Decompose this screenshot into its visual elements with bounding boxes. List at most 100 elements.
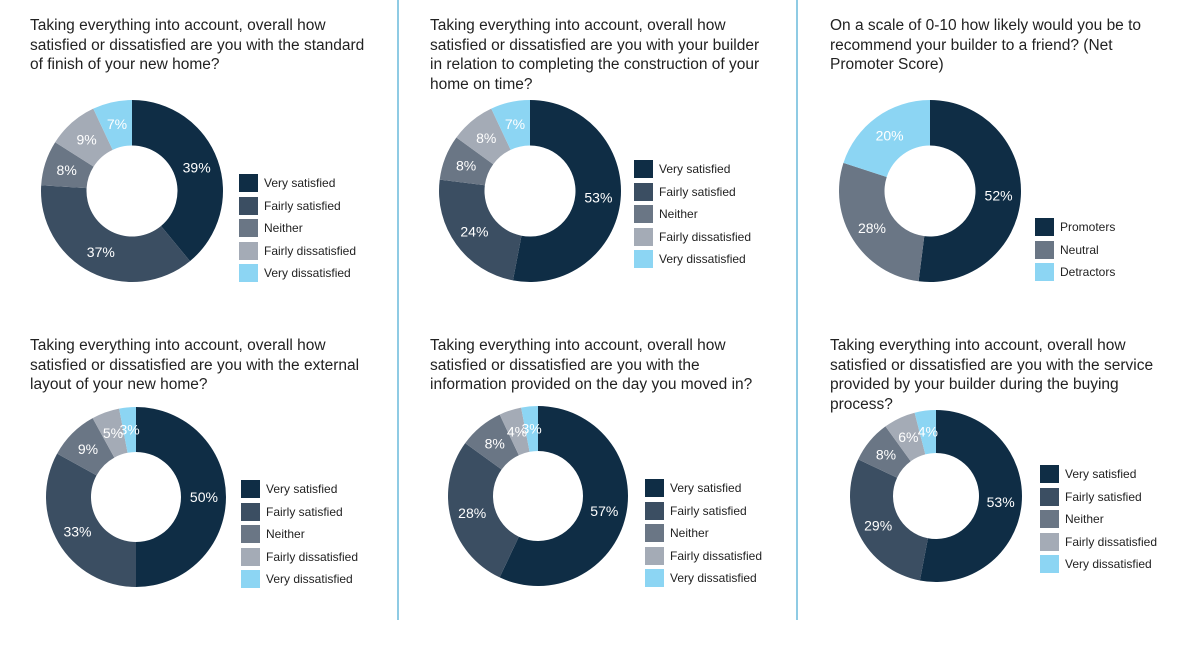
legend-swatch bbox=[239, 241, 258, 260]
slice-label-fairly-dissatisfied: 4% bbox=[507, 423, 527, 439]
legend-swatch bbox=[1040, 510, 1059, 529]
legend-item-neutral: Neutral bbox=[1035, 240, 1115, 259]
legend-label: Fairly satisfied bbox=[1065, 489, 1142, 504]
slice-label-very-dissatisfied: 3% bbox=[119, 421, 139, 437]
slice-fairly-dissatisfied bbox=[55, 108, 113, 167]
slice-label-very-satisfied: 53% bbox=[584, 189, 612, 205]
legend-item-fairly-satisfied: Fairly satisfied bbox=[645, 501, 762, 520]
slice-fairly-dissatisfied bbox=[885, 412, 926, 462]
legend-swatch bbox=[1040, 465, 1059, 483]
slice-very-dissatisfied bbox=[93, 100, 132, 150]
chart-legend: Very satisfied Fairly satisfied Neither Fai… bbox=[239, 174, 356, 287]
legend-item-fairly-satisfied: Fairly satisfied bbox=[634, 182, 751, 201]
slice-very-satisfied bbox=[512, 100, 621, 282]
legend-item-fairly-dissatisfied: Fairly dissatisfied bbox=[1040, 532, 1157, 551]
slice-detractors bbox=[843, 100, 930, 177]
legend-swatch bbox=[241, 525, 260, 544]
legend-swatch bbox=[239, 174, 258, 192]
chart-question: Taking everything into account, overall … bbox=[30, 337, 360, 394]
legend-label: Fairly dissatisfied bbox=[266, 549, 359, 564]
legend-item-very-satisfied: Very satisfied bbox=[1040, 465, 1157, 483]
chart-question: Taking everything into account, overall … bbox=[830, 337, 1154, 413]
legend-swatch bbox=[645, 524, 664, 543]
legend-swatch bbox=[241, 547, 260, 566]
chart-legend: Very satisfied Fairly satisfied Neither Fai… bbox=[1040, 465, 1157, 578]
donut-chart: 53% 24% 8%8% 7% bbox=[439, 100, 621, 282]
slice-fairly-satisfied bbox=[41, 185, 191, 282]
column-divider-right bbox=[796, 0, 798, 620]
legend-label: Neither bbox=[264, 221, 303, 236]
slice-very-dissatisfied bbox=[914, 410, 936, 455]
legend-item-neither: Neither bbox=[645, 524, 762, 543]
chart-panel-nps: On a scale of 0-10 how likely would you … bbox=[830, 16, 1200, 326]
slice-fairly-satisfied bbox=[439, 179, 522, 281]
slice-fairly-satisfied bbox=[850, 459, 928, 581]
chart-legend: Very satisfied Fairly satisfied Neither Fai… bbox=[634, 160, 751, 273]
legend-label: Detractors bbox=[1060, 265, 1116, 280]
legend-label: Very satisfied bbox=[266, 482, 338, 496]
legend-label: Fairly satisfied bbox=[264, 198, 341, 213]
legend-label: Fairly satisfied bbox=[266, 504, 343, 519]
legend-swatch bbox=[239, 196, 258, 215]
donut-chart: 50% 33% 9% 5%3% bbox=[46, 407, 226, 587]
legend-swatch bbox=[645, 569, 664, 588]
legend-label: Fairly dissatisfied bbox=[659, 229, 752, 244]
slice-label-very-dissatisfied: 3% bbox=[521, 420, 541, 436]
slice-label-neither: 8% bbox=[485, 436, 505, 452]
chart-question: Taking everything into account, overall … bbox=[430, 17, 760, 93]
legend-swatch bbox=[1040, 532, 1059, 551]
legend-label: Neither bbox=[266, 527, 305, 542]
legend-item-fairly-satisfied: Fairly satisfied bbox=[1040, 487, 1157, 506]
slice-fairly-dissatisfied bbox=[499, 407, 530, 456]
slice-label-neither: 8% bbox=[876, 447, 896, 463]
legend-swatch bbox=[1035, 240, 1054, 259]
slice-label-fairly-dissatisfied: 9% bbox=[76, 131, 96, 147]
slice-label-very-dissatisfied: 7% bbox=[107, 116, 127, 132]
slice-label-very-satisfied: 50% bbox=[190, 489, 218, 505]
donut-chart: 53% 29% 8%6% 4% bbox=[850, 410, 1022, 582]
legend-item-very-dissatisfied: Very dissatisfied bbox=[1040, 555, 1157, 574]
legend-label: Fairly dissatisfied bbox=[670, 548, 763, 563]
legend-label: Very satisfied bbox=[670, 481, 742, 495]
legend-item-fairly-dissatisfied: Fairly dissatisfied bbox=[239, 241, 357, 260]
legend-swatch bbox=[241, 570, 260, 589]
donut-chart: 39% 37% 8% 9% 7% bbox=[41, 100, 223, 282]
legend-swatch bbox=[241, 502, 260, 521]
donut-chart: 52% 28% 20% bbox=[839, 100, 1021, 282]
legend-item-neither: Neither bbox=[239, 219, 356, 238]
legend-label: Fairly dissatisfied bbox=[264, 243, 357, 258]
legend-label: Promoters bbox=[1060, 220, 1116, 234]
slice-very-dissatisfied bbox=[521, 406, 538, 452]
slice-label-fairly-dissatisfied: 5% bbox=[103, 425, 123, 441]
slice-label-fairly-satisfied: 29% bbox=[864, 517, 892, 533]
chart-panel-on-time: Taking everything into account, overall … bbox=[430, 16, 810, 326]
slice-label-neither: 8% bbox=[456, 158, 476, 174]
legend-label: Neither bbox=[1065, 512, 1104, 527]
chart-legend: Very satisfied Fairly satisfied Neither Fai… bbox=[645, 479, 762, 592]
legend-label: Neither bbox=[659, 207, 698, 222]
legend-item-fairly-dissatisfied: Fairly dissatisfied bbox=[634, 227, 752, 246]
slice-neither bbox=[465, 414, 519, 470]
legend-item-very-dissatisfied: Very dissatisfied bbox=[241, 570, 358, 589]
slice-fairly-dissatisfied bbox=[456, 108, 511, 165]
slice-neutral bbox=[839, 162, 925, 282]
legend-label: Very dissatisfied bbox=[1065, 557, 1152, 572]
legend-label: Very satisfied bbox=[659, 162, 731, 176]
legend-item-detractors: Detractors bbox=[1035, 263, 1116, 282]
legend-swatch bbox=[1035, 218, 1054, 236]
chart-legend: Promoters Neutral Detractors bbox=[1035, 218, 1115, 286]
slice-label-neither: 8% bbox=[57, 162, 77, 178]
legend-label: Fairly satisfied bbox=[659, 184, 736, 199]
legend-swatch bbox=[634, 205, 653, 224]
slice-fairly-satisfied bbox=[46, 453, 136, 587]
slice-neither bbox=[57, 418, 115, 476]
chart-panel-finish: Taking everything into account, overall … bbox=[30, 16, 410, 326]
chart-question: Taking everything into account, overall … bbox=[430, 337, 753, 394]
legend-swatch bbox=[239, 219, 258, 238]
legend-item-very-satisfied: Very satisfied bbox=[645, 479, 762, 497]
slice-neither bbox=[858, 426, 911, 478]
legend-swatch bbox=[241, 480, 260, 498]
legend-item-neither: Neither bbox=[241, 525, 358, 544]
legend-label: Very satisfied bbox=[264, 176, 336, 190]
legend-swatch bbox=[1040, 555, 1059, 574]
